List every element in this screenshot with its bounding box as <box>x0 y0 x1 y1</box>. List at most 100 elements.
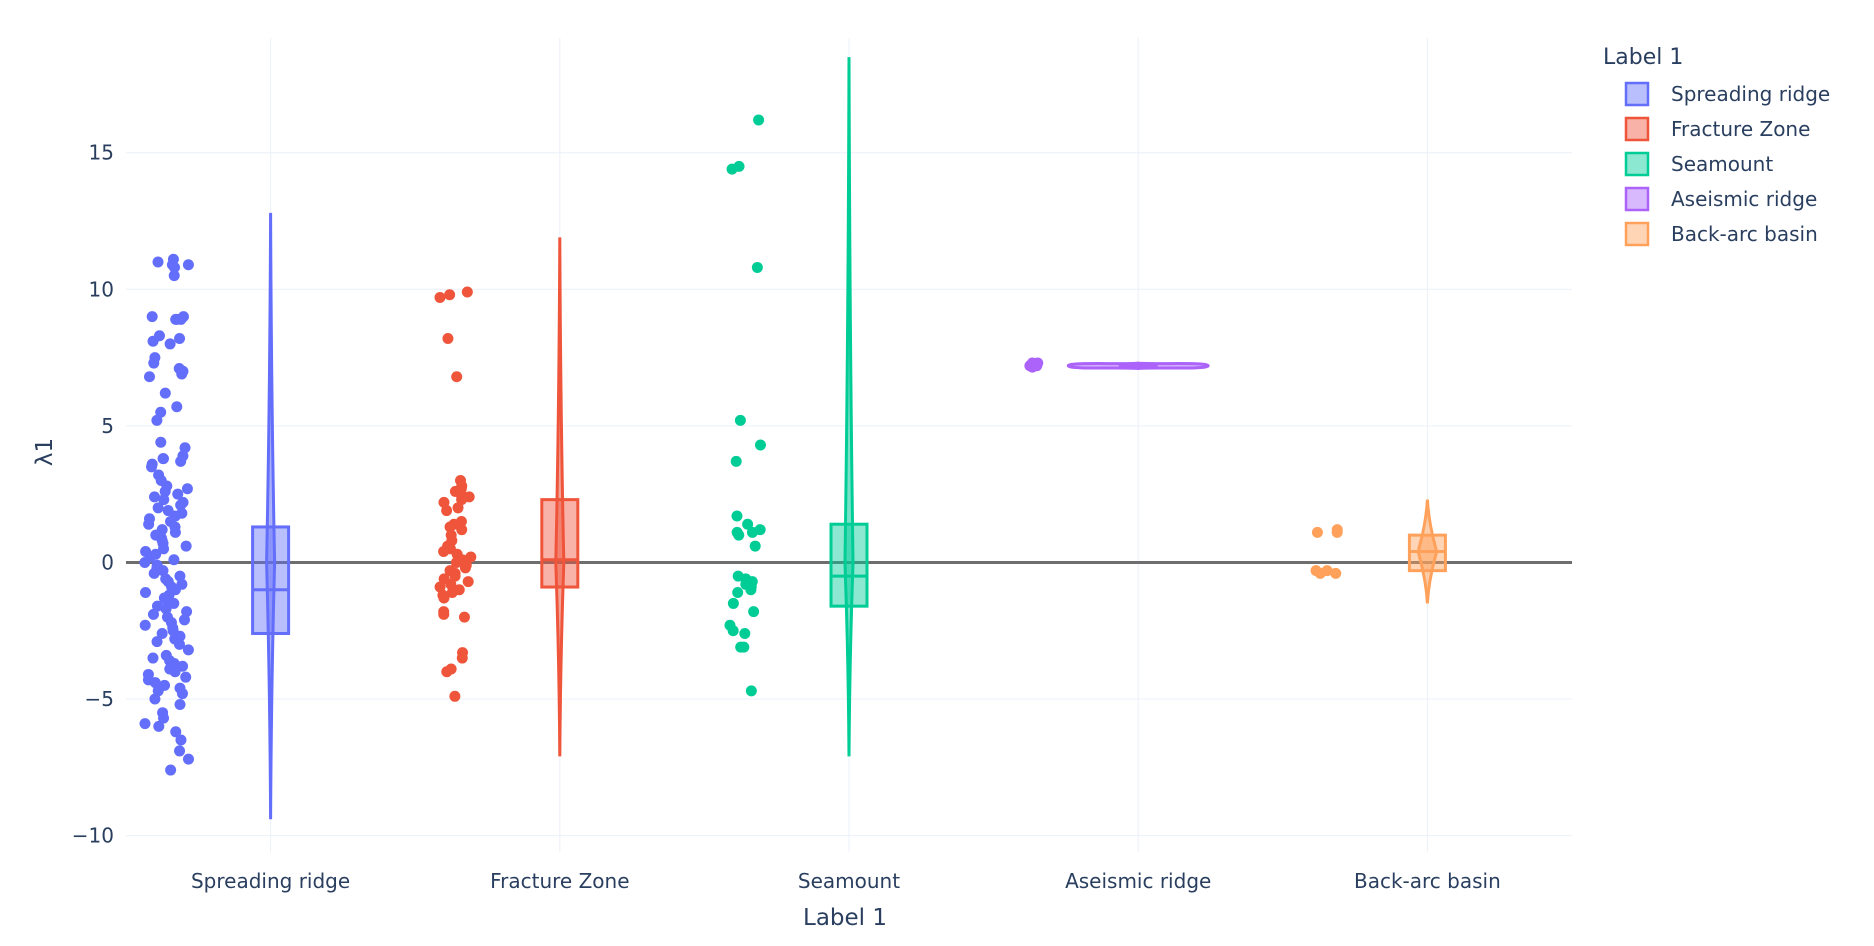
series-spreading-ridge <box>139 212 291 820</box>
data-point <box>734 414 746 426</box>
data-point <box>1331 526 1343 538</box>
legend-swatch <box>1624 221 1650 247</box>
data-point <box>148 567 160 579</box>
data-point <box>158 543 170 555</box>
series-back-arc-basin <box>1310 499 1447 604</box>
data-point <box>173 638 185 650</box>
data-point <box>180 540 192 552</box>
data-point <box>180 671 192 683</box>
data-point <box>748 606 760 618</box>
data-point <box>151 600 163 612</box>
data-point <box>175 455 187 467</box>
data-point <box>444 289 456 301</box>
data-point <box>438 608 450 620</box>
y-tick-label: 5 <box>101 414 114 438</box>
data-point <box>175 499 187 511</box>
data-point <box>726 163 738 175</box>
data-point <box>1311 526 1323 538</box>
data-point <box>143 371 155 383</box>
data-point <box>456 524 468 536</box>
data-point <box>452 502 464 514</box>
data-point <box>139 718 151 730</box>
data-point <box>171 313 183 325</box>
legend-label: Aseismic ridge <box>1671 187 1817 211</box>
y-tick-label: 10 <box>89 277 114 301</box>
violin-outline <box>554 237 566 757</box>
data-point <box>153 720 165 732</box>
legend-swatch <box>1624 186 1650 212</box>
data-point <box>174 745 186 757</box>
data-point <box>146 311 158 323</box>
x-tick-label: Spreading ridge <box>191 869 350 893</box>
series-seamount <box>724 57 869 757</box>
y-tick-label: 15 <box>89 141 114 165</box>
data-point <box>735 641 747 653</box>
data-point <box>445 578 457 590</box>
data-point <box>1031 360 1043 372</box>
data-point <box>462 576 474 588</box>
data-point <box>155 436 167 448</box>
data-point <box>174 570 186 582</box>
data-point <box>158 712 170 724</box>
data-point <box>171 401 183 413</box>
data-point <box>451 371 463 383</box>
data-point <box>178 614 190 626</box>
x-tick-label: Fracture Zone <box>490 869 629 893</box>
violin-outline <box>843 57 855 757</box>
data-point <box>159 485 171 497</box>
data-point <box>174 698 186 710</box>
data-point <box>745 584 757 596</box>
data-point <box>727 597 739 609</box>
legend: Label 1 Spreading ridge Fracture Zone Seam… <box>1603 45 1830 247</box>
data-point <box>739 627 751 639</box>
data-point <box>456 494 468 506</box>
legend-swatch <box>1624 116 1650 142</box>
data-point <box>170 726 182 738</box>
legend-title: Label 1 <box>1603 45 1683 70</box>
data-point <box>175 734 187 746</box>
data-point <box>731 510 743 522</box>
series-aseismic-ridge <box>1024 357 1210 373</box>
data-point <box>164 338 176 350</box>
data-point <box>149 491 161 503</box>
data-point <box>461 286 473 298</box>
x-tick-label: Seamount <box>798 869 900 893</box>
data-point <box>169 666 181 678</box>
data-point <box>449 690 461 702</box>
data-point <box>151 636 163 648</box>
data-point <box>148 357 160 369</box>
data-point <box>157 453 169 465</box>
y-tick-label: −10 <box>72 824 114 848</box>
legend-swatch <box>1624 81 1650 107</box>
x-tick-label: Back-arc basin <box>1354 869 1501 893</box>
y-tick-label: 0 <box>101 550 114 574</box>
data-point <box>155 406 167 418</box>
data-point <box>168 261 180 273</box>
data-point <box>165 764 177 776</box>
data-point <box>442 332 454 344</box>
data-point <box>749 540 761 552</box>
data-point <box>459 562 471 574</box>
data-point <box>733 529 745 541</box>
data-point <box>156 627 168 639</box>
data-point <box>168 270 180 282</box>
data-point <box>174 332 186 344</box>
data-point <box>441 505 453 517</box>
legend-label: Seamount <box>1671 152 1773 176</box>
data-point <box>438 592 450 604</box>
data-point <box>160 603 172 615</box>
data-point <box>147 608 159 620</box>
data-point <box>172 488 184 500</box>
data-point <box>732 587 744 599</box>
legend-label: Back-arc basin <box>1671 222 1818 246</box>
data-point <box>745 685 757 697</box>
y-tick-label: −5 <box>85 687 114 711</box>
data-point <box>140 587 152 599</box>
data-point <box>139 619 151 631</box>
data-point <box>182 644 194 656</box>
data-point <box>143 518 155 530</box>
series-layer <box>139 57 1447 820</box>
data-point <box>182 753 194 765</box>
series-fracture-zone <box>434 237 580 757</box>
